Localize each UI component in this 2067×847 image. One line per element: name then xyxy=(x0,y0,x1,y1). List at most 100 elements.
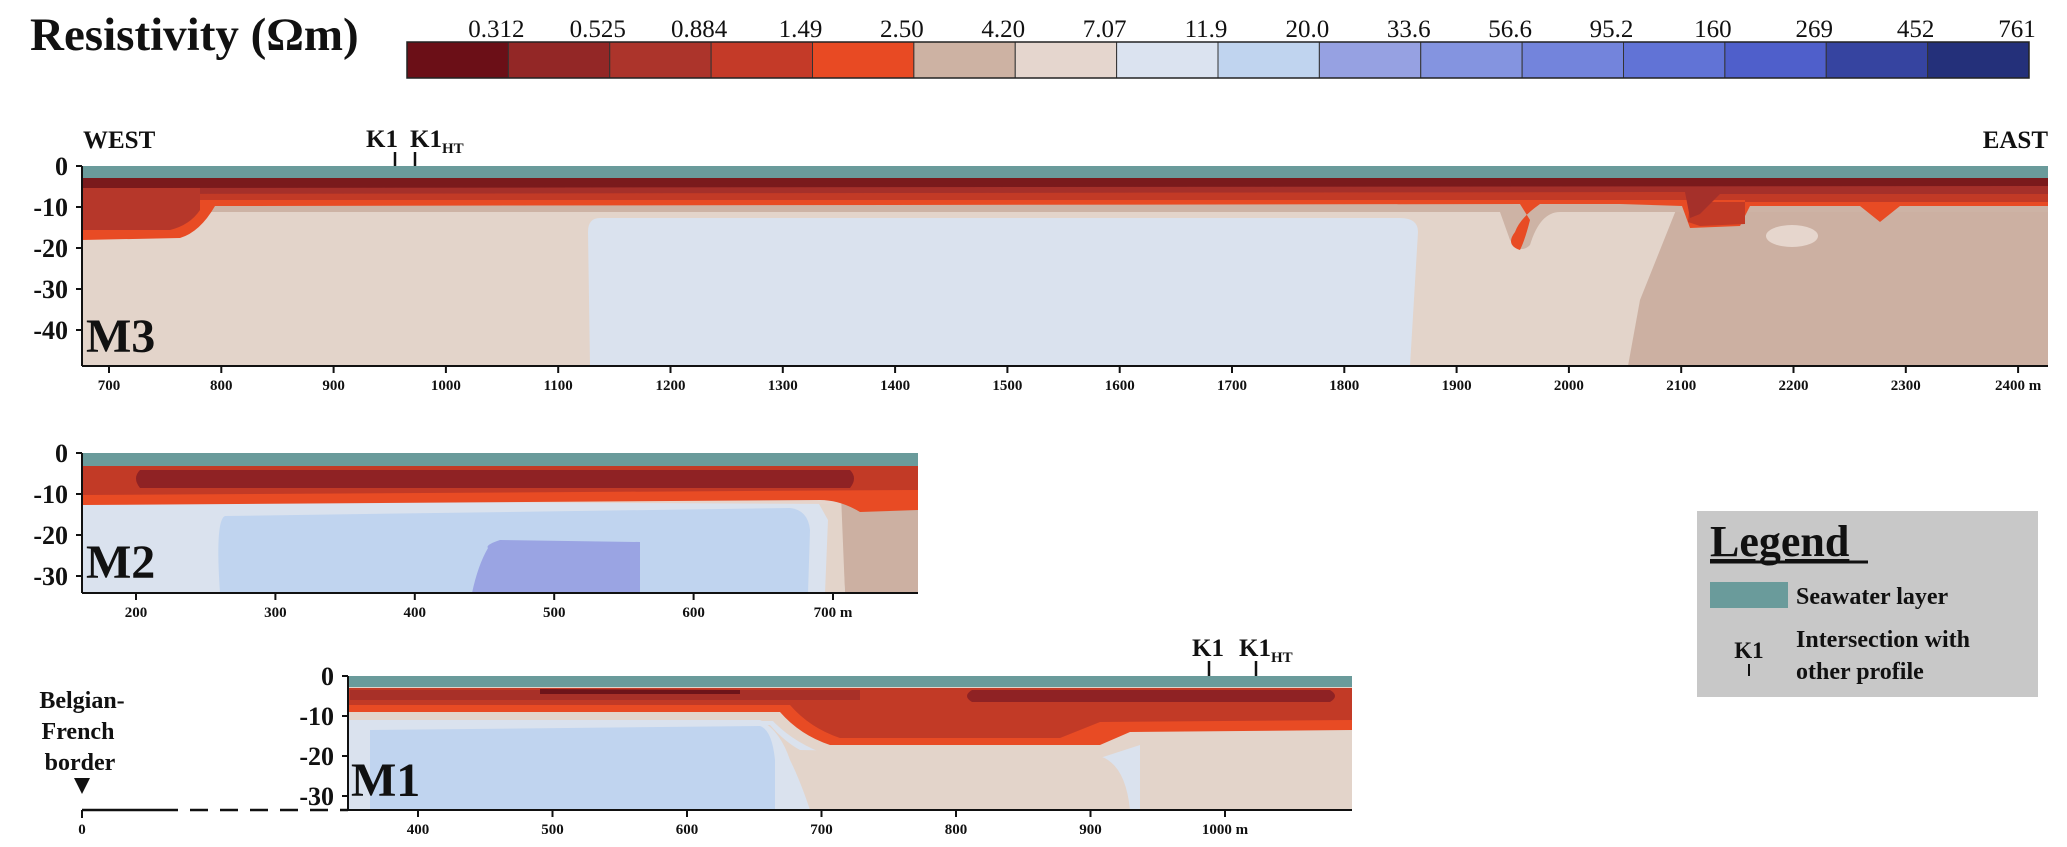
colorbar-cell xyxy=(1927,41,2030,79)
legend-intersection-line2: other profile xyxy=(1796,659,1924,685)
y-tick-label: 0 xyxy=(55,152,68,181)
colorbar-cell xyxy=(1116,41,1219,79)
m3-marker-k1-label: K1 xyxy=(366,126,398,153)
colorbar-tick-label: 11.9 xyxy=(1185,16,1228,43)
x-tick-label: 900 xyxy=(1079,822,1102,838)
m1-darkred-layer-east xyxy=(967,690,1335,702)
x-tick-label: 0 xyxy=(78,822,86,838)
colorbar-cell xyxy=(710,41,813,79)
legend-seawater-swatch xyxy=(1710,582,1788,608)
x-tick-label: 300 xyxy=(264,605,287,621)
colorbar-cell xyxy=(507,41,611,79)
colorbar-cell xyxy=(1014,41,1118,79)
x-tick-label: 1700 xyxy=(1217,378,1247,394)
colorbar-cell xyxy=(1318,41,1422,79)
colorbar-cells xyxy=(406,41,2030,79)
profile-m1: 0-10-20-30 0 400 500 600 700 800 900 1000 m M1 … xyxy=(39,635,1352,838)
x-tick-label: 2000 xyxy=(1554,378,1584,394)
colorbar-cell xyxy=(812,41,915,79)
x-tick-label: 1400 xyxy=(880,378,910,394)
x-tick-label: 1500 xyxy=(992,378,1022,394)
colorbar: Resistivity (Ωm) 0.312 0.525 0.884 1.49 2.50… xyxy=(30,9,2036,79)
x-tick-label: 2400 m xyxy=(1995,378,2042,394)
m3-east-label: EAST xyxy=(1983,127,2049,154)
m3-tan-band xyxy=(82,200,2048,249)
m1-marker-k1ht-label: K1HT xyxy=(1239,635,1293,666)
m2-deep-blue-zone xyxy=(472,540,640,593)
colorbar-cell xyxy=(913,41,1016,79)
y-tick-label: 0 xyxy=(55,439,68,468)
m3-profile-label: M3 xyxy=(86,310,155,363)
m1-darkest-layer-west xyxy=(540,689,740,694)
m1-seawater-layer xyxy=(348,676,1352,687)
border-annotation: Belgian- French border xyxy=(39,688,125,794)
x-tick-label: 400 xyxy=(407,822,430,838)
y-tick-label: -30 xyxy=(33,275,68,304)
border-label-line3: border xyxy=(45,750,116,776)
y-tick-label: -20 xyxy=(33,234,68,263)
x-tick-label: 700 m xyxy=(814,605,853,621)
colorbar-tick-label: 7.07 xyxy=(1083,16,1127,43)
colorbar-tick-label: 2.50 xyxy=(880,16,924,43)
x-tick-label: 1000 m xyxy=(1202,822,1249,838)
colorbar-tick-label: 160 xyxy=(1694,16,1732,43)
x-tick-label: 1000 xyxy=(431,378,461,394)
x-tick-label: 500 xyxy=(541,822,564,838)
colorbar-tick-label: 4.20 xyxy=(981,16,1025,43)
m1-marker-k1ht: K1HT xyxy=(1239,635,1293,676)
colorbar-cell xyxy=(1521,41,1624,79)
colorbar-cell xyxy=(1217,41,1320,79)
legend-box: Legend Seawater layer K1 Intersection wi… xyxy=(1697,511,2038,697)
x-tick-label: 1200 xyxy=(656,378,686,394)
colorbar-cell xyxy=(406,41,509,79)
m3-inclusion xyxy=(1766,225,1818,247)
x-tick-label: 900 xyxy=(322,378,345,394)
m3-west-red-block xyxy=(82,176,200,230)
border-label-line1: Belgian- xyxy=(39,688,124,714)
x-tick-label: 200 xyxy=(125,605,148,621)
m1-blue-zone xyxy=(370,726,775,810)
x-tick-label: 2200 xyxy=(1779,378,1809,394)
m3-x-tick-labels: 700 800 900 1000 1100 1200 1300 1400 1500 1600 170… xyxy=(98,366,2042,394)
colorbar-cell xyxy=(1724,41,1827,79)
x-tick-label: 2100 xyxy=(1666,378,1696,394)
m3-marker-k1ht: K1HT xyxy=(410,126,464,166)
m3-brown-zone xyxy=(1628,200,2048,366)
x-tick-label: 1800 xyxy=(1329,378,1359,394)
colorbar-tick-label: 33.6 xyxy=(1387,16,1431,43)
border-triangle-icon xyxy=(74,778,90,794)
m2-profile-label: M2 xyxy=(86,536,155,589)
y-tick-label: -40 xyxy=(33,316,68,345)
y-tick-label: -30 xyxy=(33,562,68,591)
m2-section xyxy=(82,453,918,593)
x-tick-label: 600 xyxy=(682,605,705,621)
x-tick-label: 1300 xyxy=(768,378,798,394)
m3-west-label: WEST xyxy=(83,127,156,154)
colorbar-frame xyxy=(406,41,2030,79)
m3-marker-k1: K1 xyxy=(366,126,398,166)
m2-y-tick-labels: 0 -10 -20 -30 xyxy=(33,439,82,591)
colorbar-tick-label: 452 xyxy=(1897,16,1935,43)
x-tick-label: 1900 xyxy=(1442,378,1472,394)
m1-x-tick-labels: 0 400 500 600 700 800 900 1000 m xyxy=(78,810,1249,838)
m1-y-tick-labels: 0 -10 -20 -30 xyxy=(299,662,348,811)
m3-blue-zone xyxy=(588,218,1418,366)
m1-profile-label: M1 xyxy=(351,754,420,807)
colorbar-tick-label: 269 xyxy=(1796,16,1834,43)
colorbar-tick-label: 1.49 xyxy=(779,16,823,43)
x-tick-label: 1600 xyxy=(1105,378,1135,394)
x-tick-label: 400 xyxy=(404,605,427,621)
x-tick-label: 700 xyxy=(98,378,121,394)
colorbar-cell xyxy=(1623,41,1726,79)
m3-marker-k1ht-label: K1HT xyxy=(410,126,464,157)
colorbar-tick-label: 0.884 xyxy=(671,16,728,43)
colorbar-cell xyxy=(1825,41,1929,79)
border-label-line2: French xyxy=(42,719,115,745)
m3-y-tick-labels: 0 -10 -20 -30 -40 xyxy=(33,152,82,345)
y-tick-label: -10 xyxy=(299,702,334,731)
y-tick-label: -30 xyxy=(299,782,334,811)
profile-m3: 0 -10 -20 -30 -40 700 800 900 1000 1100 1200 1300 1… xyxy=(33,126,2048,394)
legend-intersection-line1: Intersection with xyxy=(1796,627,1970,653)
colorbar-title: Resistivity (Ωm) xyxy=(30,9,359,61)
